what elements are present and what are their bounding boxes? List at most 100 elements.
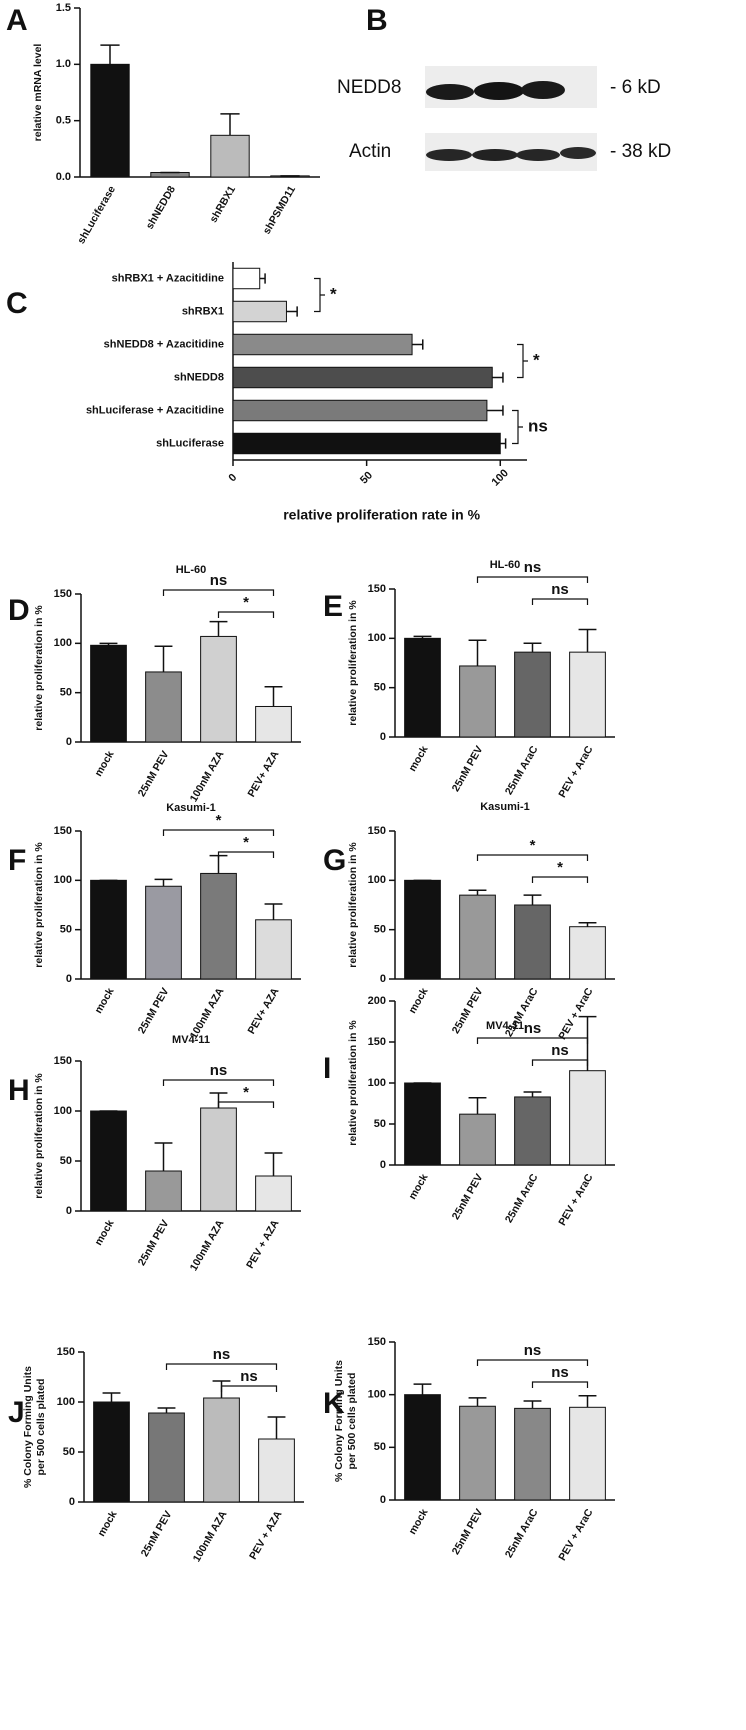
y-tick-label: 150 xyxy=(368,1036,386,1048)
x-tick-label: 100nM AZA xyxy=(188,1218,227,1274)
significance-bracket xyxy=(217,1101,275,1108)
y-tick-label: 50 xyxy=(374,1118,386,1130)
y-axis-label: relative proliferation in % xyxy=(347,1020,359,1146)
blot-band xyxy=(474,82,524,100)
y-tick-label: 50 xyxy=(374,1441,386,1453)
error-bar xyxy=(264,685,283,707)
y-tick-label: 150 xyxy=(54,1055,72,1067)
bar xyxy=(255,705,292,743)
significance-label: ns xyxy=(551,581,569,598)
y-tick-label: 0 xyxy=(66,736,72,748)
y-tick-label: shRBX1 + Azacitidine xyxy=(112,272,224,284)
chart-title: Kasumi-1 xyxy=(480,801,530,813)
y-tick-label: 100 xyxy=(57,1396,75,1408)
error-bar xyxy=(209,854,228,874)
y-axis-label: relative proliferation in % xyxy=(347,842,359,968)
significance-label: * xyxy=(330,284,337,303)
y-tick-label: 50 xyxy=(374,682,386,694)
error-bar xyxy=(154,878,173,887)
x-tick-label: 100nM AZA xyxy=(188,749,227,805)
panel-letter: I xyxy=(323,1052,331,1085)
y-tick-label: shRBX1 xyxy=(182,305,224,317)
significance-bracket xyxy=(476,576,589,583)
significance-label: ns xyxy=(524,1020,542,1037)
error-bar xyxy=(412,339,424,350)
significance-label: * xyxy=(216,812,222,829)
significance-label: * xyxy=(533,350,540,369)
error-bar xyxy=(286,306,298,317)
error-bar xyxy=(157,1407,176,1413)
panel-letter: E xyxy=(323,590,343,623)
y-axis-label: per 500 cells plated xyxy=(346,1373,358,1470)
bar xyxy=(404,1394,441,1501)
x-axis-label: relative proliferation rate in % xyxy=(283,507,480,523)
chart-title: HL-60 xyxy=(176,564,207,576)
significance-label: * xyxy=(557,859,563,876)
bar xyxy=(203,1397,240,1503)
y-tick-label: 50 xyxy=(374,924,386,936)
error-bar xyxy=(523,894,542,905)
blot-size: - 38 kD xyxy=(610,141,671,162)
y-tick-label: 0 xyxy=(380,1159,386,1171)
y-tick-label: 150 xyxy=(368,583,386,595)
y-tick-label: 200 xyxy=(368,995,386,1007)
error-bar xyxy=(523,1091,542,1097)
significance-label: ns xyxy=(210,1062,228,1079)
error-bar xyxy=(468,1097,487,1115)
bar xyxy=(232,333,413,356)
chart-title: MV4-11 xyxy=(172,1034,210,1046)
y-tick-label: 150 xyxy=(57,1346,75,1358)
blot-band xyxy=(472,149,518,161)
error-bar xyxy=(578,1394,597,1408)
error-bar xyxy=(220,113,240,136)
bar xyxy=(232,432,501,455)
significance-label: ns xyxy=(551,1364,569,1381)
error-bar xyxy=(523,642,542,653)
x-tick-label: mock xyxy=(92,749,116,779)
error-bar xyxy=(99,642,118,646)
blot-band xyxy=(516,149,560,161)
significance-label: * xyxy=(243,594,249,611)
significance-label: * xyxy=(243,1084,249,1101)
bar xyxy=(459,1113,496,1166)
panel-letter: K xyxy=(323,1387,345,1420)
x-tick-label: mock xyxy=(92,1218,116,1248)
significance-bracket xyxy=(217,851,275,858)
significance-label: ns xyxy=(240,1368,258,1385)
significance-bracket xyxy=(476,854,589,861)
error-bar xyxy=(154,645,173,672)
bar xyxy=(145,885,182,980)
y-tick-label: shLuciferase + Azacitidine xyxy=(86,404,224,416)
y-tick-label: 0 xyxy=(380,1494,386,1506)
x-tick-label: 100 xyxy=(489,467,510,488)
bar xyxy=(145,1170,182,1212)
significance-bracket xyxy=(220,1385,278,1392)
significance-bracket xyxy=(162,829,275,836)
x-tick-label: shRBX1 xyxy=(207,184,238,225)
y-tick-label: 100 xyxy=(368,874,386,886)
y-tick-label: 0 xyxy=(66,973,72,985)
blot-band xyxy=(426,149,472,161)
error-bar xyxy=(468,889,487,896)
bar xyxy=(93,1401,130,1503)
y-axis-label: relative proliferation in % xyxy=(347,600,359,726)
bar xyxy=(90,63,130,178)
y-tick-label: 50 xyxy=(60,687,72,699)
x-tick-label: mock xyxy=(406,1507,430,1537)
y-tick-label: 50 xyxy=(60,1155,72,1167)
significance-bracket xyxy=(162,589,275,596)
x-tick-label: shLuciferase xyxy=(75,184,118,246)
significance-bracket xyxy=(476,1037,589,1044)
significance-label: * xyxy=(530,837,536,854)
bar xyxy=(200,1107,237,1212)
significance-label: ns xyxy=(551,1042,569,1059)
x-tick-label: 100nM AZA xyxy=(191,1509,230,1565)
panel-letter: G xyxy=(323,844,346,877)
error-bar xyxy=(500,438,507,449)
error-bar xyxy=(468,1397,487,1407)
y-axis-label: per 500 cells plated xyxy=(35,1379,47,1476)
significance-bracket xyxy=(531,598,589,605)
bar xyxy=(459,665,496,738)
x-tick-label: mock xyxy=(406,1172,430,1202)
x-tick-label: 25nM PEV xyxy=(139,1509,175,1559)
